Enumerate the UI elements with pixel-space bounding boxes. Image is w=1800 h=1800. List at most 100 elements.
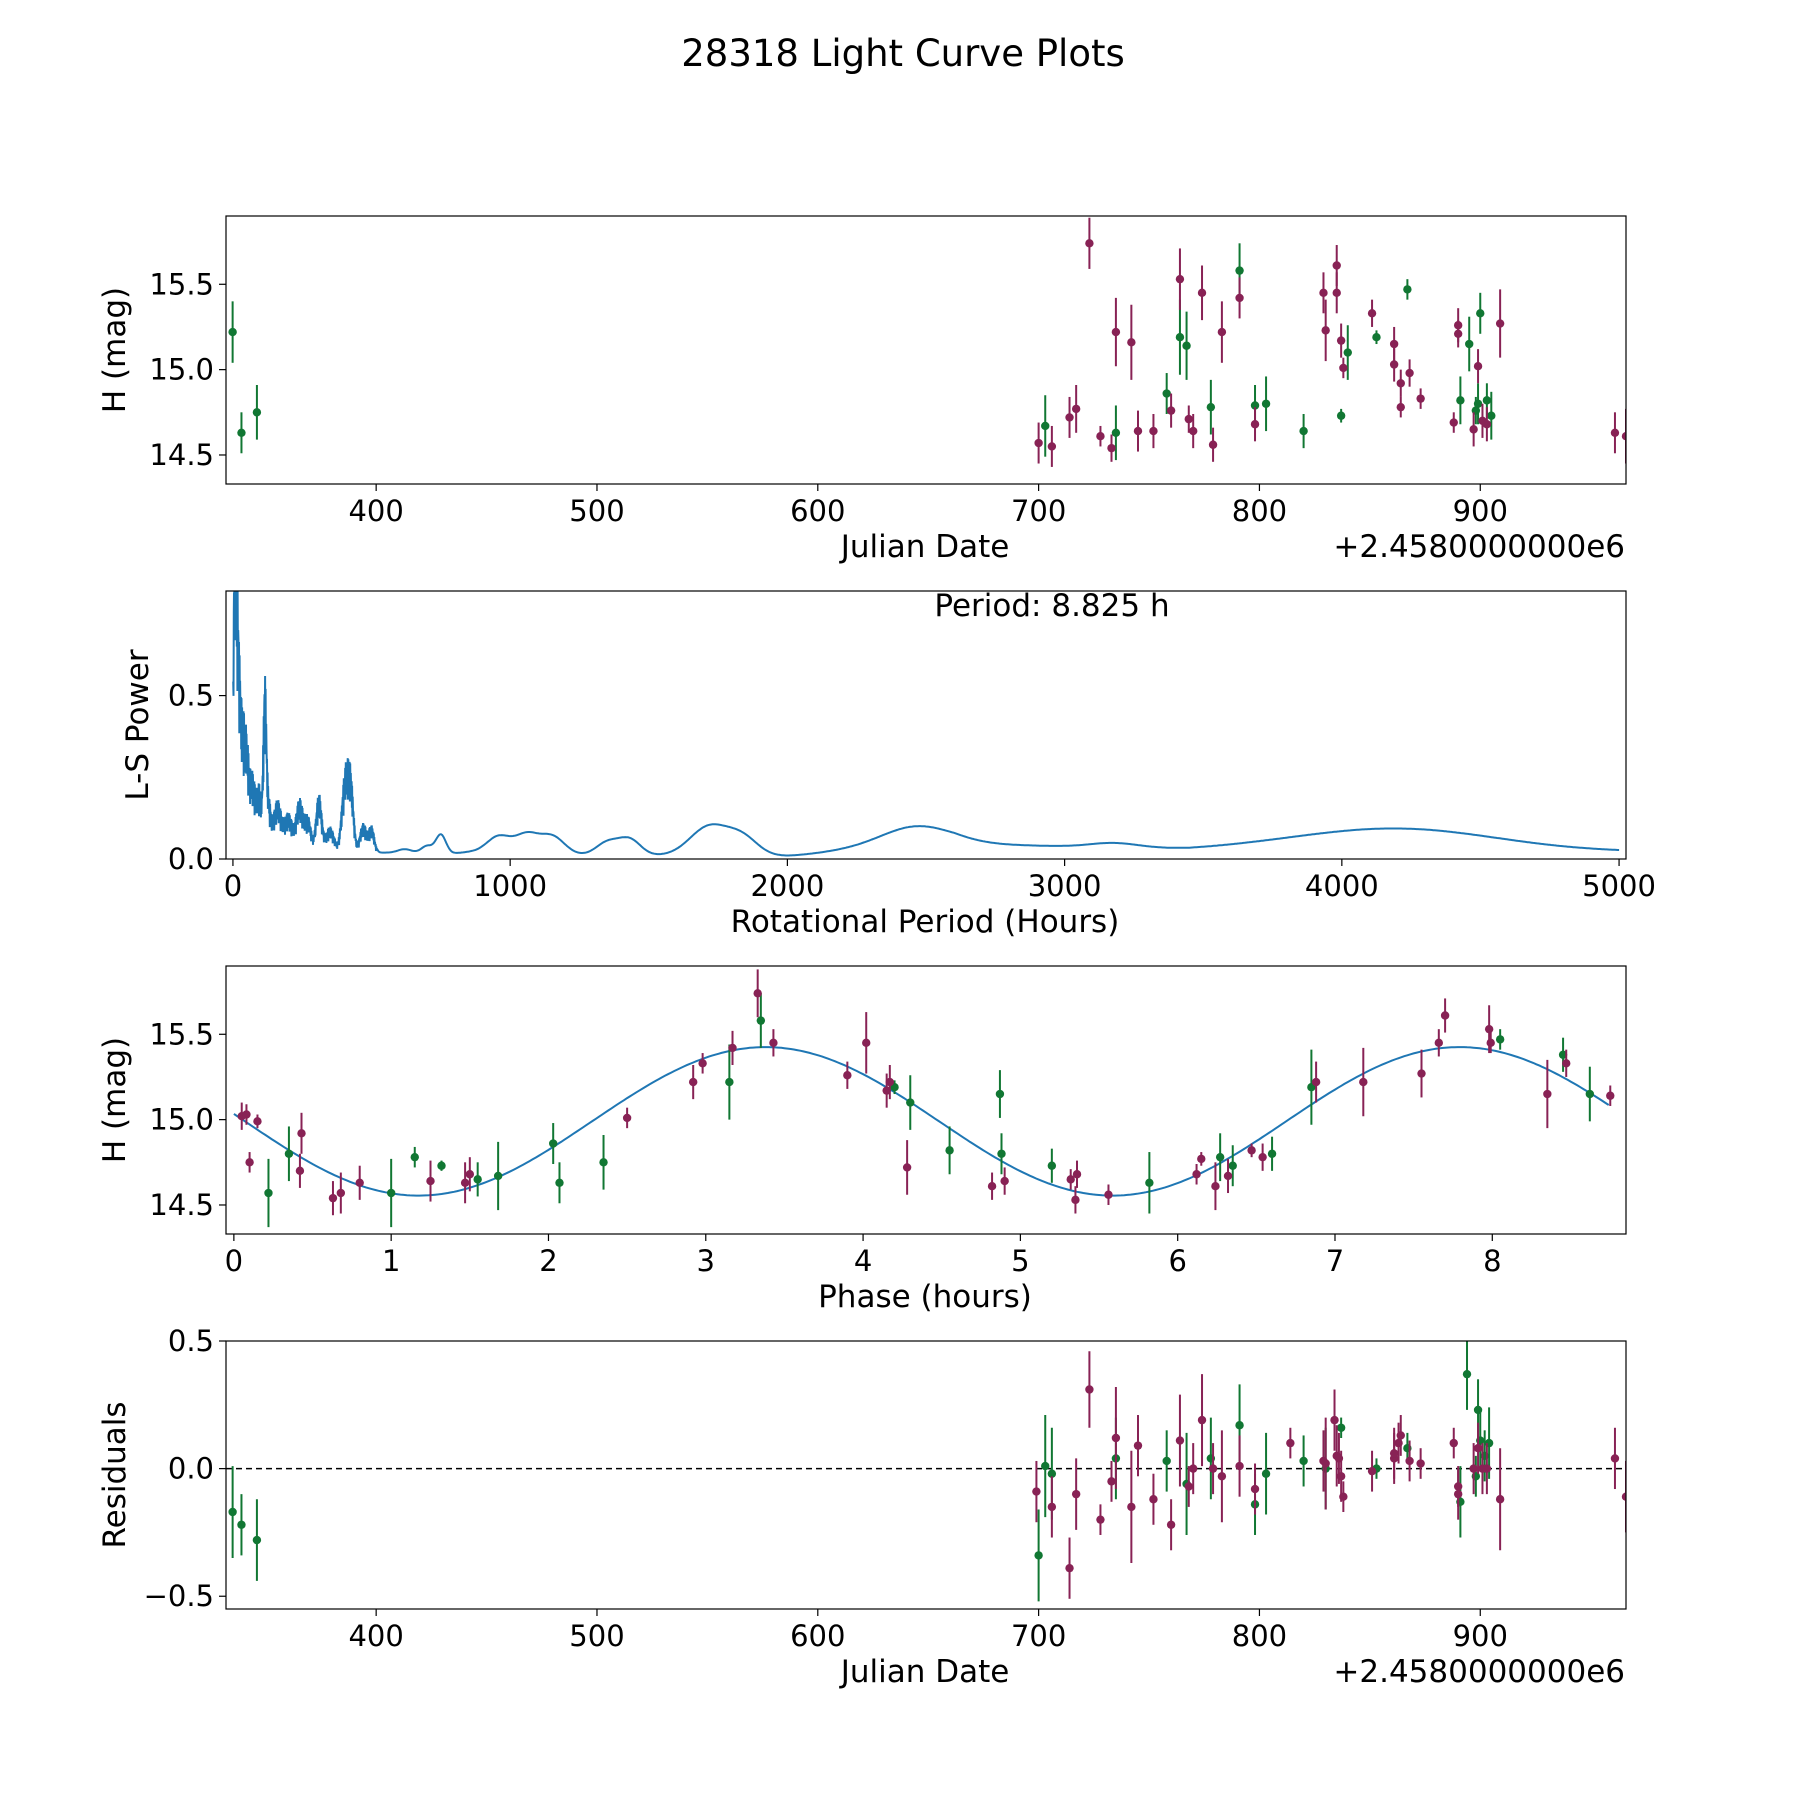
residuals-purple-point (1235, 1461, 1244, 1471)
residuals-purple-point (1188, 1464, 1198, 1473)
light-curve-purple-point (1217, 327, 1227, 337)
phase-plot-green-point (1228, 1161, 1237, 1170)
light-curve-purple-point (1449, 418, 1458, 427)
phase-plot-green-point (725, 1077, 734, 1087)
phase-plot-xtick-label: 5 (1011, 1244, 1029, 1278)
residuals-purple-point (1396, 1431, 1405, 1440)
residuals-green-point (1041, 1461, 1050, 1471)
phase-plot-purple-point (1247, 1146, 1256, 1155)
phase-plot-purple-point (1104, 1190, 1113, 1199)
residuals-purple-point (1286, 1438, 1295, 1448)
phase-plot-green-point (945, 1146, 954, 1155)
phase-plot-purple-point (902, 1163, 912, 1172)
residuals-green-point (1034, 1551, 1043, 1560)
periodogram-xtick-label: 2000 (750, 869, 824, 903)
phase-plot-green-point (1047, 1161, 1057, 1170)
residuals-purple-point (1495, 1495, 1505, 1504)
periodogram-xtick-label: 5000 (1582, 869, 1656, 903)
phase-plot-green-point (473, 1175, 482, 1184)
light-curve-green-point (1343, 348, 1352, 357)
phase-plot-purple-point (1440, 1011, 1450, 1020)
periodogram-xtick-label: 0 (224, 869, 242, 903)
residuals-purple-point (1610, 1454, 1620, 1463)
light-curve-purple-point (1250, 420, 1260, 429)
light-curve-green-point (1487, 411, 1496, 420)
residuals-purple-point (1405, 1456, 1414, 1466)
panel-periodogram: L-S Power Rotational Period (Hours) Peri… (120, 588, 1170, 940)
phase-plot-purple-point (1072, 1170, 1082, 1179)
phase-plot-green-point (1267, 1149, 1277, 1158)
phase-plot-green-point (1145, 1178, 1154, 1187)
light-curve-purple-point (1321, 326, 1330, 335)
light-curve-xtick-label: 700 (1011, 494, 1066, 528)
phase-plot-purple-point (622, 1113, 632, 1123)
residuals-purple-point (1197, 1415, 1207, 1425)
periodogram-ytick-label: 0.5 (168, 679, 214, 713)
phase-plot-xtick-label: 7 (1326, 1244, 1344, 1278)
light-curve-purple-point (1034, 438, 1043, 448)
light-curve-ylabel: H (mag) (97, 287, 133, 413)
light-curve-purple-point (1389, 360, 1399, 369)
phase-plot-purple-point (460, 1178, 470, 1187)
light-curve-purple-point (1482, 420, 1492, 429)
phase-plot-purple-point (426, 1176, 435, 1186)
residuals-plot-area: 400 500 600 700 800 900 −0.5 0.0 0.5 (144, 1324, 1627, 1653)
phase-plot-purple-point (698, 1059, 707, 1068)
light-curve-green-point (1482, 396, 1492, 405)
light-curve-purple-point (1389, 339, 1399, 349)
light-curve-xtick-label: 400 (348, 494, 403, 528)
residuals-purple-point (1175, 1436, 1185, 1445)
phase-plot-green-point (386, 1188, 396, 1198)
light-curve-purple-point (1453, 321, 1463, 330)
phase-plot-purple-point (1434, 1038, 1444, 1048)
light-curve-xtick-label: 500 (569, 494, 624, 528)
residuals-purple-point (1250, 1484, 1260, 1494)
light-curve-purple-point (1621, 432, 1626, 441)
residuals-purple-point (1133, 1441, 1143, 1450)
phase-plot-green-point (1215, 1152, 1225, 1162)
light-curve-purple-point (1111, 327, 1121, 337)
light-curve-purple-point (1149, 426, 1158, 436)
residuals-purple-point (1184, 1482, 1193, 1491)
residuals-purple-point (1621, 1492, 1626, 1501)
light-curve-frame (225, 215, 1627, 485)
residuals-xlabel: Julian Date (839, 1654, 1010, 1690)
light-curve-purple-point (1127, 338, 1136, 347)
residuals-frame (225, 1340, 1627, 1610)
light-curve-purple-point (1188, 426, 1198, 436)
residuals-green-point (1336, 1423, 1346, 1432)
periodogram-annotation: Period: 8.825 h (934, 588, 1169, 624)
residuals-purple-point (1107, 1477, 1116, 1486)
phase-plot-green-point (284, 1149, 294, 1158)
phase-plot-purple-point (862, 1038, 871, 1048)
light-curve-purple-point (1085, 239, 1094, 248)
light-curve-purple-point (1416, 394, 1425, 403)
panel-light-curve: H (mag) Julian Date +2.4580000000e6 (97, 287, 1625, 565)
phase-plot-green-point (995, 1089, 1005, 1099)
residuals-ytick-label: 0.5 (168, 1324, 214, 1358)
residuals-green-point (1047, 1469, 1057, 1478)
residuals-green-point (237, 1520, 246, 1529)
residuals-xtick-label: 600 (790, 1619, 845, 1653)
residuals-purple-point (1096, 1515, 1105, 1524)
phase-plot-purple-point (728, 1043, 737, 1053)
light-curve-purple-point (1071, 404, 1081, 414)
phase-plot-xtick-label: 8 (1483, 1244, 1501, 1278)
residuals-purple-point (1367, 1466, 1377, 1476)
periodogram-plot-area: 0 1000 2000 3000 4000 5000 0.0 0.5 (168, 590, 1656, 903)
light-curve-purple-point (1405, 368, 1414, 378)
phase-plot-purple-point (1484, 1024, 1494, 1034)
phase-plot-xtick-label: 4 (854, 1244, 872, 1278)
phase-plot-purple-point (465, 1170, 475, 1179)
phase-plot-green-point (997, 1149, 1006, 1158)
phase-plot-green-point (548, 1139, 558, 1148)
phase-plot-green-point (437, 1161, 446, 1170)
residuals-purple-point (1085, 1385, 1094, 1394)
phase-plot-purple-point (1486, 1038, 1495, 1048)
phase-plot-purple-point (1562, 1059, 1571, 1068)
phase-plot-plot-area: 0 1 2 3 4 5 6 7 8 14.5 15.0 15.5 (149, 965, 1627, 1278)
phase-plot-purple-point (355, 1178, 364, 1187)
light-curve-purple-point (1495, 319, 1505, 328)
phase-plot-ylabel: H (mag) (97, 1037, 133, 1163)
